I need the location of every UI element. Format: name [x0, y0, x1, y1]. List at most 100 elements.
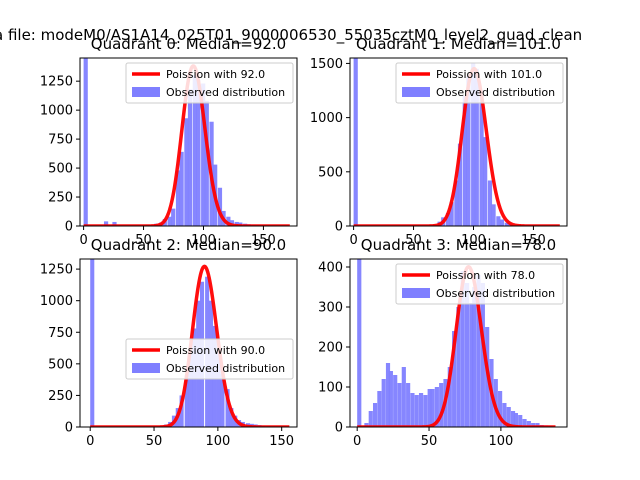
y-tick-label: 500: [48, 162, 73, 177]
legend: Poission with 92.0 Observed distribution: [125, 62, 294, 104]
histogram-bar: [401, 367, 406, 427]
x-tick-label: 50: [421, 434, 438, 449]
legend-bar-label: Observed distribution: [166, 86, 285, 99]
histogram-bar: [499, 219, 505, 226]
y-tick-label: 100: [318, 381, 343, 396]
histogram-bar: [90, 259, 95, 427]
histogram-bar: [449, 202, 454, 226]
histogram-bar: [220, 373, 225, 427]
histogram-bar: [204, 100, 209, 226]
legend-bar-swatch: [402, 87, 430, 97]
histogram-bar: [418, 393, 424, 427]
histogram-bar: [406, 383, 411, 427]
histogram-bar: [393, 375, 398, 427]
histogram-bar: [498, 391, 503, 427]
subplot-title: Quadrant 2: Median=90.0: [91, 236, 286, 254]
axes-frame: [79, 57, 298, 227]
subplot-title: Quadrant 1: Median=101.0: [356, 35, 561, 53]
histogram-bar: [427, 389, 432, 427]
histogram-bar: [229, 408, 234, 427]
subplot-quadrant-0: 0 50 100 150 0 250 500 750 1000 1250 Quadrant 0: M…: [40, 35, 298, 248]
y-tick-label: 1500: [310, 57, 343, 72]
histogram-bar: [522, 419, 527, 427]
x-tick-label: 50: [135, 233, 152, 248]
histogram-bar: [462, 95, 467, 226]
histogram-bar: [368, 411, 373, 427]
histogram-bar: [226, 216, 231, 226]
histogram-bar: [167, 216, 172, 226]
histogram-bar: [460, 271, 465, 427]
y-tick-label: 500: [318, 165, 343, 180]
legend: Poission with 78.0 Observed distribution: [395, 263, 564, 305]
histogram-bar: [483, 137, 488, 226]
histogram-bar: [410, 393, 415, 427]
y-tick-label: 750: [48, 326, 73, 341]
histogram-bar: [502, 403, 507, 427]
y-tick-label: 400: [318, 261, 343, 276]
histogram-bar: [472, 287, 477, 427]
histogram-bar: [466, 76, 471, 226]
histogram-bar: [513, 413, 518, 427]
histogram-bar: [457, 143, 463, 226]
histogram-bar: [357, 259, 362, 427]
y-tick-label: 0: [335, 220, 343, 235]
histogram-bar: [469, 303, 474, 427]
histogram-bar: [353, 58, 358, 226]
x-tick-label: 50: [146, 434, 163, 449]
legend-bar-label: Observed distribution: [436, 287, 555, 300]
x-tick-label: 0: [86, 434, 94, 449]
histogram-bar: [179, 151, 184, 226]
histogram-bar: [491, 204, 496, 226]
histogram-bar: [526, 421, 531, 427]
x-tick-label: 0: [79, 233, 87, 248]
histogram-bar: [423, 395, 428, 427]
histogram-bar: [454, 180, 459, 226]
histogram-bar: [364, 423, 369, 427]
histogram-bar: [187, 89, 193, 226]
histogram-bar: [504, 222, 509, 226]
legend-line-label: Poission with 78.0: [436, 269, 535, 282]
legend-bar-swatch: [402, 288, 430, 298]
figure-suptitle: a file: modeM0/AS1A14_025T01_9000006530_…: [0, 26, 582, 45]
histogram-bar: [372, 403, 378, 427]
y-tick-label: 500: [48, 357, 73, 372]
legend-bar-swatch: [132, 363, 160, 373]
x-tick-label: 150: [251, 233, 276, 248]
x-tick-label: 0: [349, 233, 357, 248]
y-tick-label: 1000: [310, 111, 343, 126]
subplot-quadrant-3: 0 50 100 0 100 200 300 400 Quadrant 3: Median=78…: [318, 236, 568, 449]
histogram-bar: [452, 331, 457, 427]
histogram-bar: [531, 423, 536, 427]
histogram-bar: [439, 383, 444, 427]
histogram-bar: [112, 221, 117, 226]
histogram-bar: [464, 283, 470, 427]
y-tick-label: 250: [48, 191, 73, 206]
subplot-title: Quadrant 0: Median=92.0: [91, 35, 286, 53]
legend-box: [395, 62, 564, 104]
histogram-bar: [184, 118, 189, 226]
histogram-bar: [388, 371, 393, 427]
histogram-bar: [192, 75, 197, 226]
legend-bar-swatch: [132, 87, 160, 97]
y-tick-label: 250: [48, 389, 73, 404]
legend-box: [395, 263, 564, 305]
y-tick-label: 1250: [40, 75, 73, 90]
histogram-bar: [518, 415, 523, 427]
histogram-bar: [535, 423, 540, 427]
x-tick-label: 100: [191, 233, 216, 248]
axes-frame: [349, 258, 568, 428]
histogram-bar: [487, 180, 493, 226]
histogram-bar: [201, 83, 206, 226]
histogram-bar: [381, 379, 386, 427]
histogram-bar: [474, 68, 479, 226]
y-tick-label: 1000: [40, 294, 73, 309]
y-tick-label: 0: [65, 421, 73, 436]
histogram-bar: [447, 367, 452, 427]
histogram-bar: [456, 307, 461, 427]
histogram-bar: [510, 411, 516, 427]
axes-frame: [79, 258, 298, 428]
legend-box: [125, 62, 294, 104]
y-tick-label: 750: [48, 133, 73, 148]
histogram-bar: [377, 391, 382, 427]
